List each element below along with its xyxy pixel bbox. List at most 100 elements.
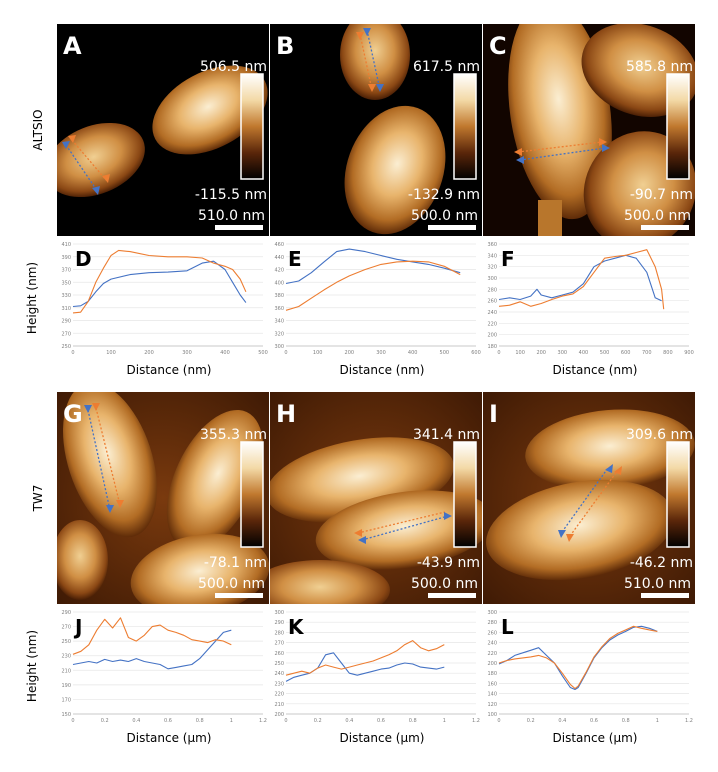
scale-bar-label: 500.0 nm	[411, 208, 478, 224]
y-axis-label-top: Height (nm)	[25, 262, 39, 334]
y-tick-label: 350	[61, 280, 71, 286]
y-tick-label: 300	[274, 610, 284, 616]
y-tick-label: 200	[274, 712, 284, 718]
y-tick-label: 230	[274, 681, 284, 687]
scale-bar	[641, 225, 689, 230]
height-colorbar	[666, 441, 690, 548]
y-tick-label: 190	[61, 683, 71, 689]
x-tick-label: 400	[220, 350, 230, 356]
x-tick-label: 0	[71, 350, 74, 356]
x-axis-label: Distance (µm)	[553, 731, 638, 745]
height-colorbar	[666, 73, 690, 180]
panel-letter: D	[75, 247, 92, 271]
x-tick-label: 1.2	[472, 718, 480, 724]
scale-bar	[428, 225, 476, 230]
height-colorbar	[240, 73, 264, 180]
chart-background	[57, 608, 269, 748]
x-tick-label: 200	[144, 350, 154, 356]
y-tick-label: 150	[61, 712, 71, 718]
series-line-blue	[72, 629, 232, 670]
x-axis-label: Distance (nm)	[340, 363, 425, 377]
panel-letter: H	[276, 400, 296, 428]
chart-background	[483, 608, 695, 748]
afm-overlay-g: G 355.3 nm -78.1 nm 500.0 nm	[63, 400, 267, 598]
y-tick-label: 250	[61, 344, 71, 350]
panel-letter: L	[501, 615, 514, 639]
series-line-orange	[72, 617, 232, 655]
scale-bar	[215, 593, 263, 598]
y-tick-label: 170	[61, 697, 71, 703]
x-tick-label: 100	[106, 350, 116, 356]
x-tick-label: 0.2	[314, 718, 322, 724]
y-tick-label: 290	[61, 610, 71, 616]
series-line-orange	[72, 249, 247, 314]
y-tick-label: 100	[487, 712, 497, 718]
x-tick-label: 1.2	[259, 718, 267, 724]
height-colorbar	[453, 441, 477, 548]
x-tick-label: 0.8	[622, 718, 630, 724]
afm-panel-h	[270, 392, 482, 604]
x-tick-label: 0	[497, 350, 500, 356]
x-tick-label: 0.6	[590, 718, 598, 724]
afm-panel-b	[270, 24, 482, 236]
x-tick-label: 900	[684, 350, 694, 356]
bacterium-cell	[315, 490, 482, 570]
height-colorbar	[453, 73, 477, 180]
y-tick-label: 380	[274, 293, 284, 299]
scale-bar-label: 500.0 nm	[624, 208, 691, 224]
y-tick-label: 460	[274, 242, 284, 248]
afm-overlay-h: H 341.4 nm -43.9 nm 500.0 nm	[276, 400, 480, 598]
profile-chart-f: 180 200 220 240 260 280 300 320 340 360 0 100 200 300…	[483, 240, 695, 380]
y-tick-label: 320	[274, 331, 284, 337]
x-tick-label: 0.2	[101, 718, 109, 724]
y-tick-label: 250	[61, 639, 71, 645]
chart-background	[270, 608, 482, 748]
profile-line-orange	[569, 469, 619, 537]
y-tick-label: 210	[274, 702, 284, 708]
y-tick-label: 370	[61, 268, 71, 274]
afm-overlay-b: B 617.5 nm -132.9 nm 500.0 nm	[276, 32, 480, 230]
x-tick-label: 0.4	[132, 718, 140, 724]
y-tick-label: 270	[61, 331, 71, 337]
x-tick-label: 0.4	[558, 718, 566, 724]
x-tick-label: 400	[408, 350, 418, 356]
x-tick-label: 0.2	[527, 718, 535, 724]
x-tick-label: 0.8	[409, 718, 417, 724]
bacterium-cell	[152, 65, 268, 155]
height-colorbar	[240, 441, 264, 548]
bacterium-cell	[340, 24, 410, 100]
series-line-orange	[498, 625, 658, 690]
y-tick-label: 340	[274, 319, 284, 325]
profile-line-blue	[361, 515, 449, 541]
y-tick-label: 180	[487, 344, 497, 350]
x-tick-label: 0.6	[377, 718, 385, 724]
x-tick-label: 0.8	[196, 718, 204, 724]
series-line-orange	[285, 640, 445, 676]
afm-overlay-i: I 309.6 nm -46.2 nm 510.0 nm	[489, 400, 693, 598]
bacterium-cell	[270, 560, 390, 604]
bacterium-cell	[57, 520, 108, 600]
series-line-orange	[498, 249, 665, 310]
y-tick-label: 240	[487, 310, 497, 316]
y-tick-label: 340	[487, 253, 497, 259]
profile-line-blue	[65, 144, 99, 193]
x-axis-label: Distance (µm)	[127, 731, 212, 745]
colorbar-min-label: -132.9 nm	[408, 187, 480, 203]
y-tick-label: 210	[61, 668, 71, 674]
colorbar-min-label: -90.7 nm	[630, 187, 693, 203]
y-tick-label: 440	[274, 255, 284, 261]
y-tick-label: 250	[274, 661, 284, 667]
colorbar-min-label: -78.1 nm	[204, 555, 267, 571]
panel-letter: C	[489, 32, 507, 60]
x-tick-label: 0	[71, 718, 74, 724]
afm-overlay-a: A 506.5 nm -115.5 nm 510.0 nm	[63, 32, 267, 230]
panel-letter: J	[73, 615, 82, 639]
scale-bar-label: 500.0 nm	[198, 576, 265, 592]
x-axis-label: Distance (nm)	[127, 363, 212, 377]
x-axis-label: Distance (µm)	[340, 731, 425, 745]
x-tick-label: 500	[440, 350, 450, 356]
x-tick-label: 200	[536, 350, 546, 356]
scale-bar	[215, 225, 263, 230]
y-tick-label: 220	[487, 321, 497, 327]
colorbar-min-label: -46.2 nm	[630, 555, 693, 571]
